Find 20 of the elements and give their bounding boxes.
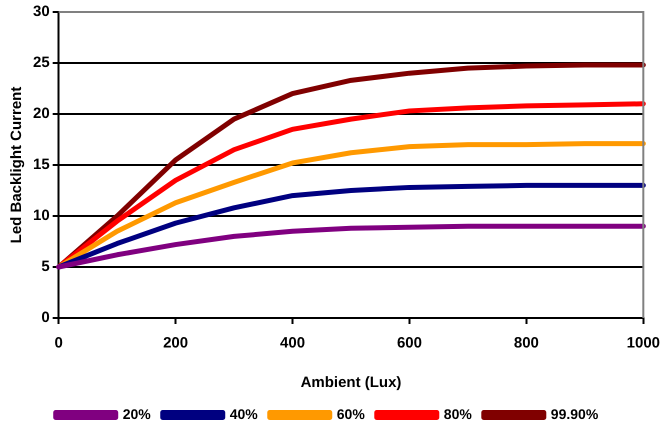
x-tick-label: 0 (54, 334, 63, 352)
y-tick-label: 20 (32, 105, 50, 122)
y-tick-label: 15 (32, 156, 50, 174)
legend-label: 20% (122, 406, 152, 422)
x-tick-label: 1000 (626, 334, 660, 352)
y-axis-title: Led Backlight Current (8, 86, 26, 244)
y-tick-label: 25 (32, 54, 50, 72)
x-axis-title: Ambient (Lux) (300, 374, 402, 392)
x-tick-label: 600 (396, 334, 422, 352)
y-tick-label: 10 (32, 207, 50, 224)
x-tick-label: 800 (514, 334, 539, 352)
legend-label: 60% (336, 406, 366, 422)
x-tick-label: 200 (163, 334, 188, 352)
legend-label: 80% (444, 406, 472, 422)
legend-label: 99.90% (550, 406, 599, 422)
y-tick-label: 30 (32, 3, 50, 20)
y-tick-label: 0 (41, 309, 50, 326)
y-tick-label: 5 (41, 258, 50, 276)
x-tick-label: 400 (280, 334, 306, 352)
legend-label: 40% (230, 406, 258, 422)
